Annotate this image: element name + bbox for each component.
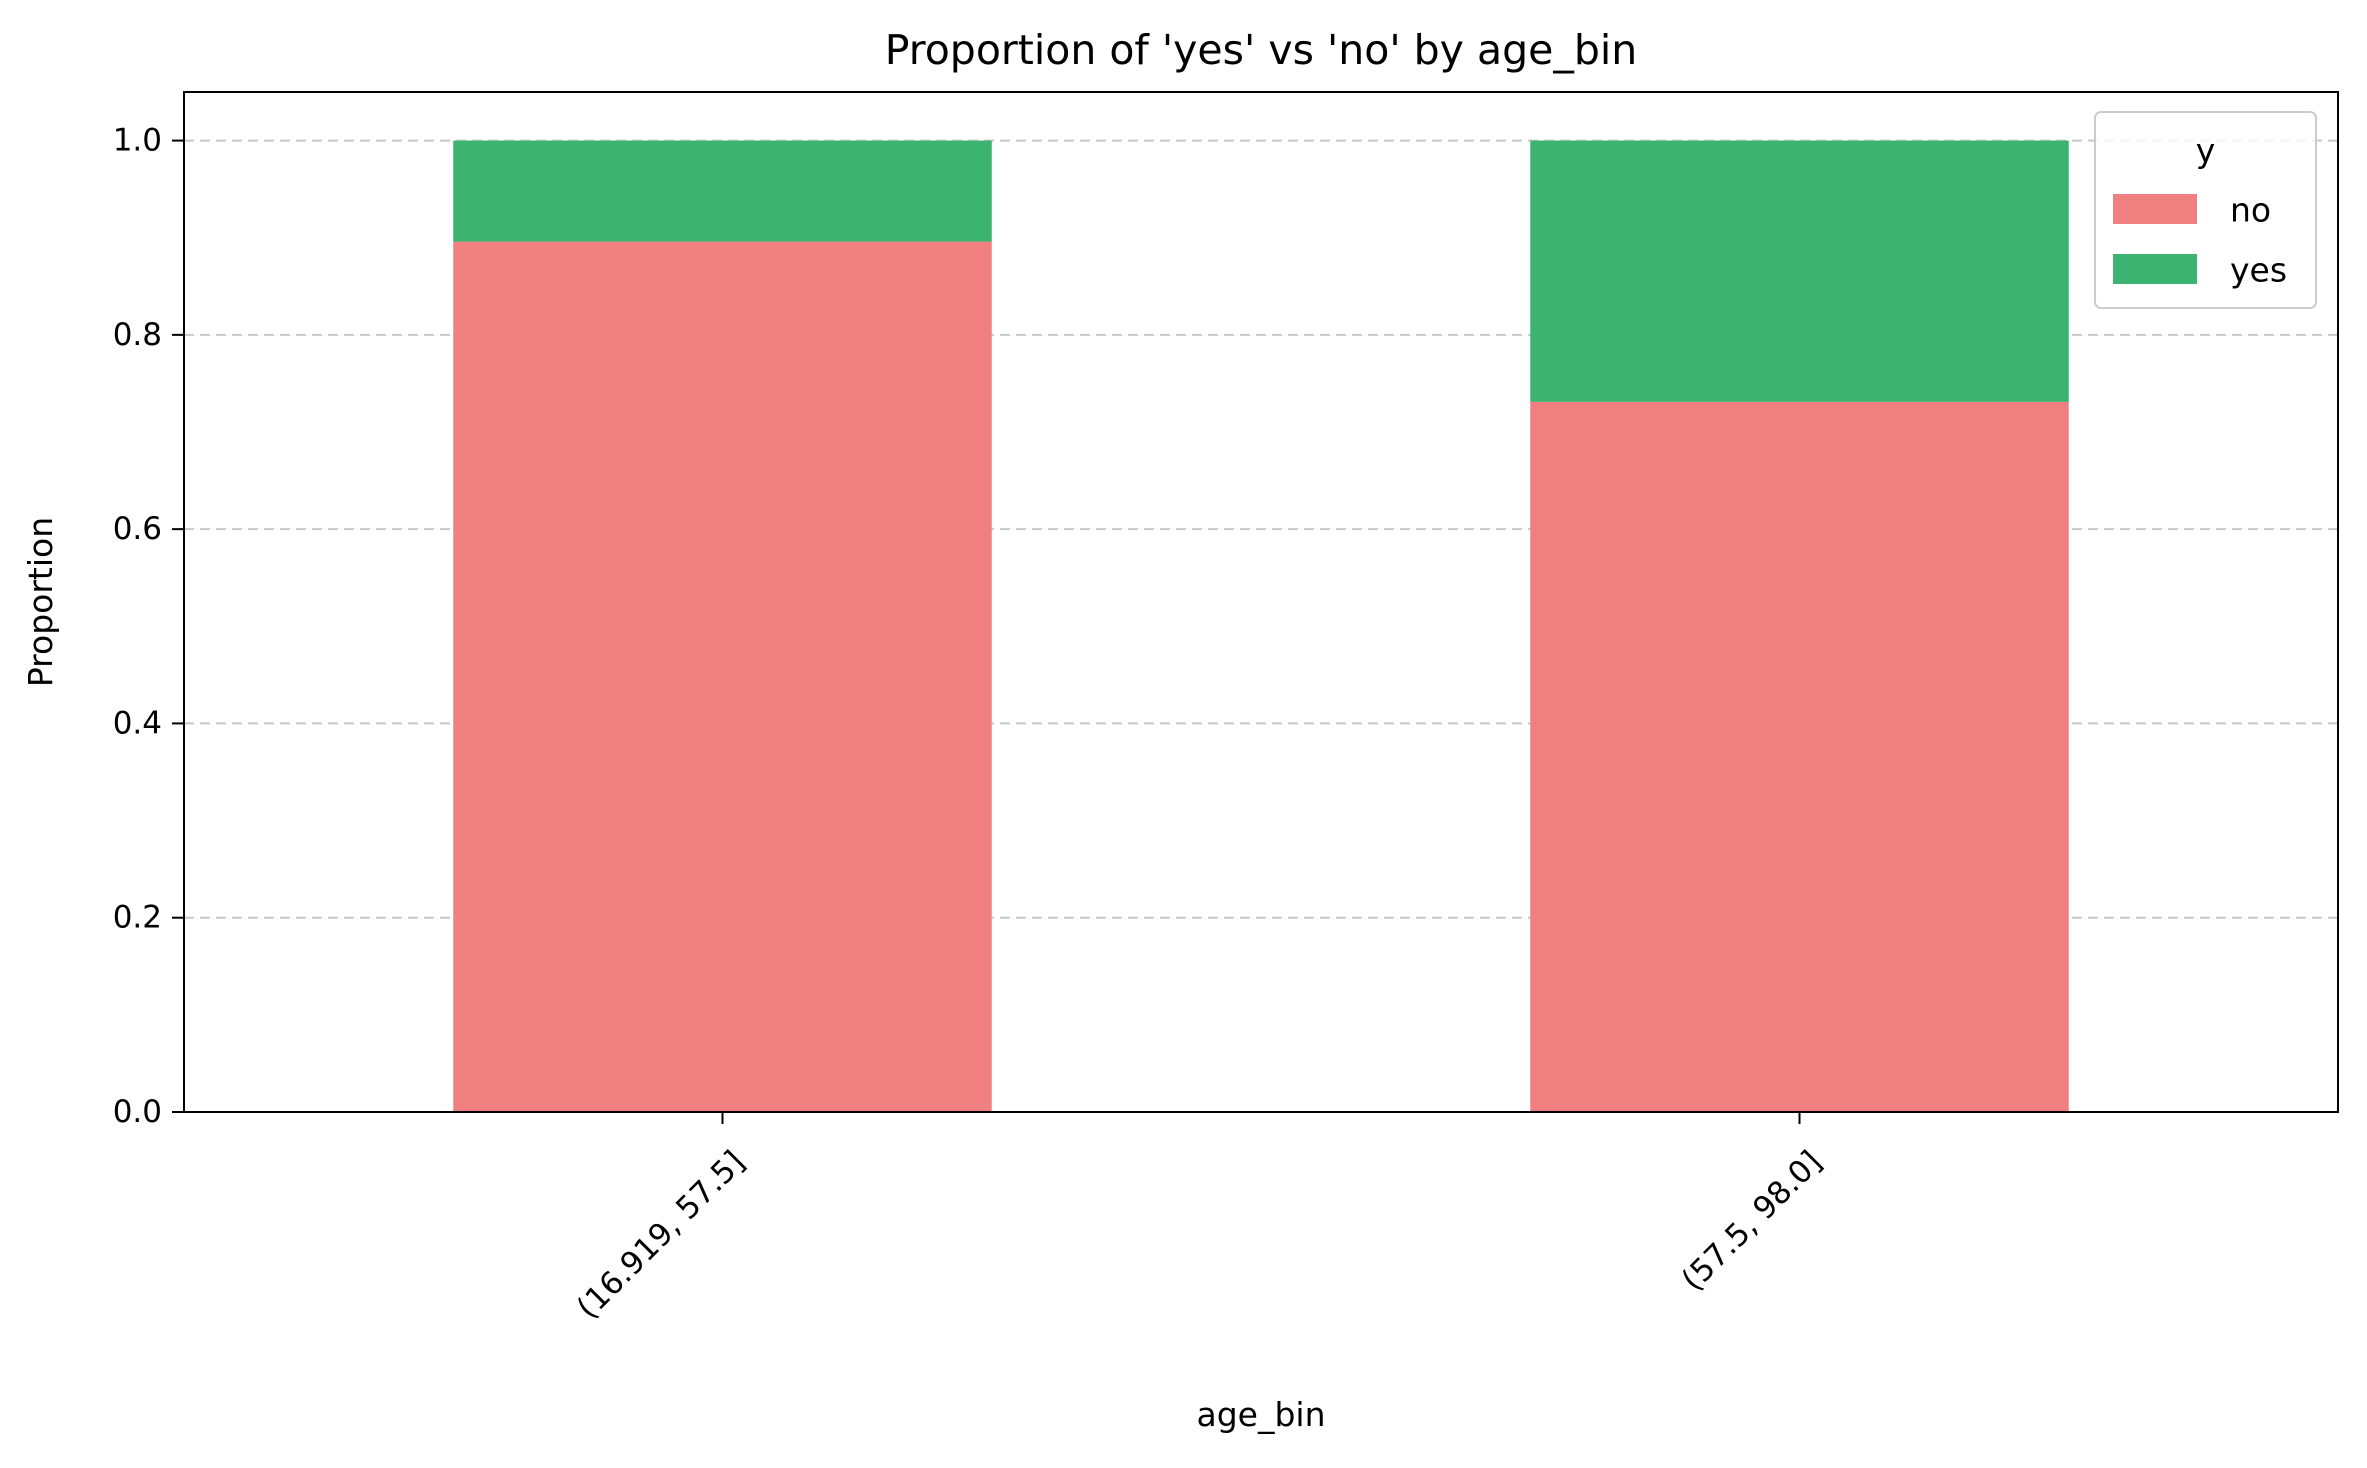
- bar-yes-0: [453, 140, 992, 242]
- legend-label-yes: yes: [2230, 251, 2287, 290]
- legend-title: y: [2196, 131, 2216, 170]
- chart-title: Proportion of 'yes' vs 'no' by age_bin: [885, 26, 1637, 74]
- bars: [453, 140, 2069, 1113]
- legend-swatch-yes: [2113, 254, 2197, 284]
- bar-no-1: [1530, 401, 2069, 1112]
- legend: y no yes: [2094, 111, 2317, 309]
- y-tick-label: 1.0: [113, 123, 162, 159]
- bar-yes-1: [1530, 140, 2069, 402]
- y-tick-label: 0.0: [113, 1094, 162, 1130]
- x-axis-title: age_bin: [1196, 1395, 1325, 1434]
- y-axis-ticks: 0.0 0.2 0.4 0.6 0.8 1.0: [113, 123, 184, 1130]
- legend-label-no: no: [2230, 191, 2271, 230]
- y-axis-title: Proportion: [21, 517, 60, 687]
- y-tick-label: 0.8: [113, 317, 162, 353]
- y-tick-label: 0.6: [113, 511, 162, 547]
- y-tick-label: 0.2: [113, 900, 162, 936]
- legend-items: no yes: [2113, 191, 2287, 290]
- bar-no-0: [453, 241, 992, 1113]
- axes-frame: [183, 91, 2339, 1113]
- legend-swatch-no: [2113, 194, 2197, 224]
- y-tick-label: 0.4: [113, 705, 162, 741]
